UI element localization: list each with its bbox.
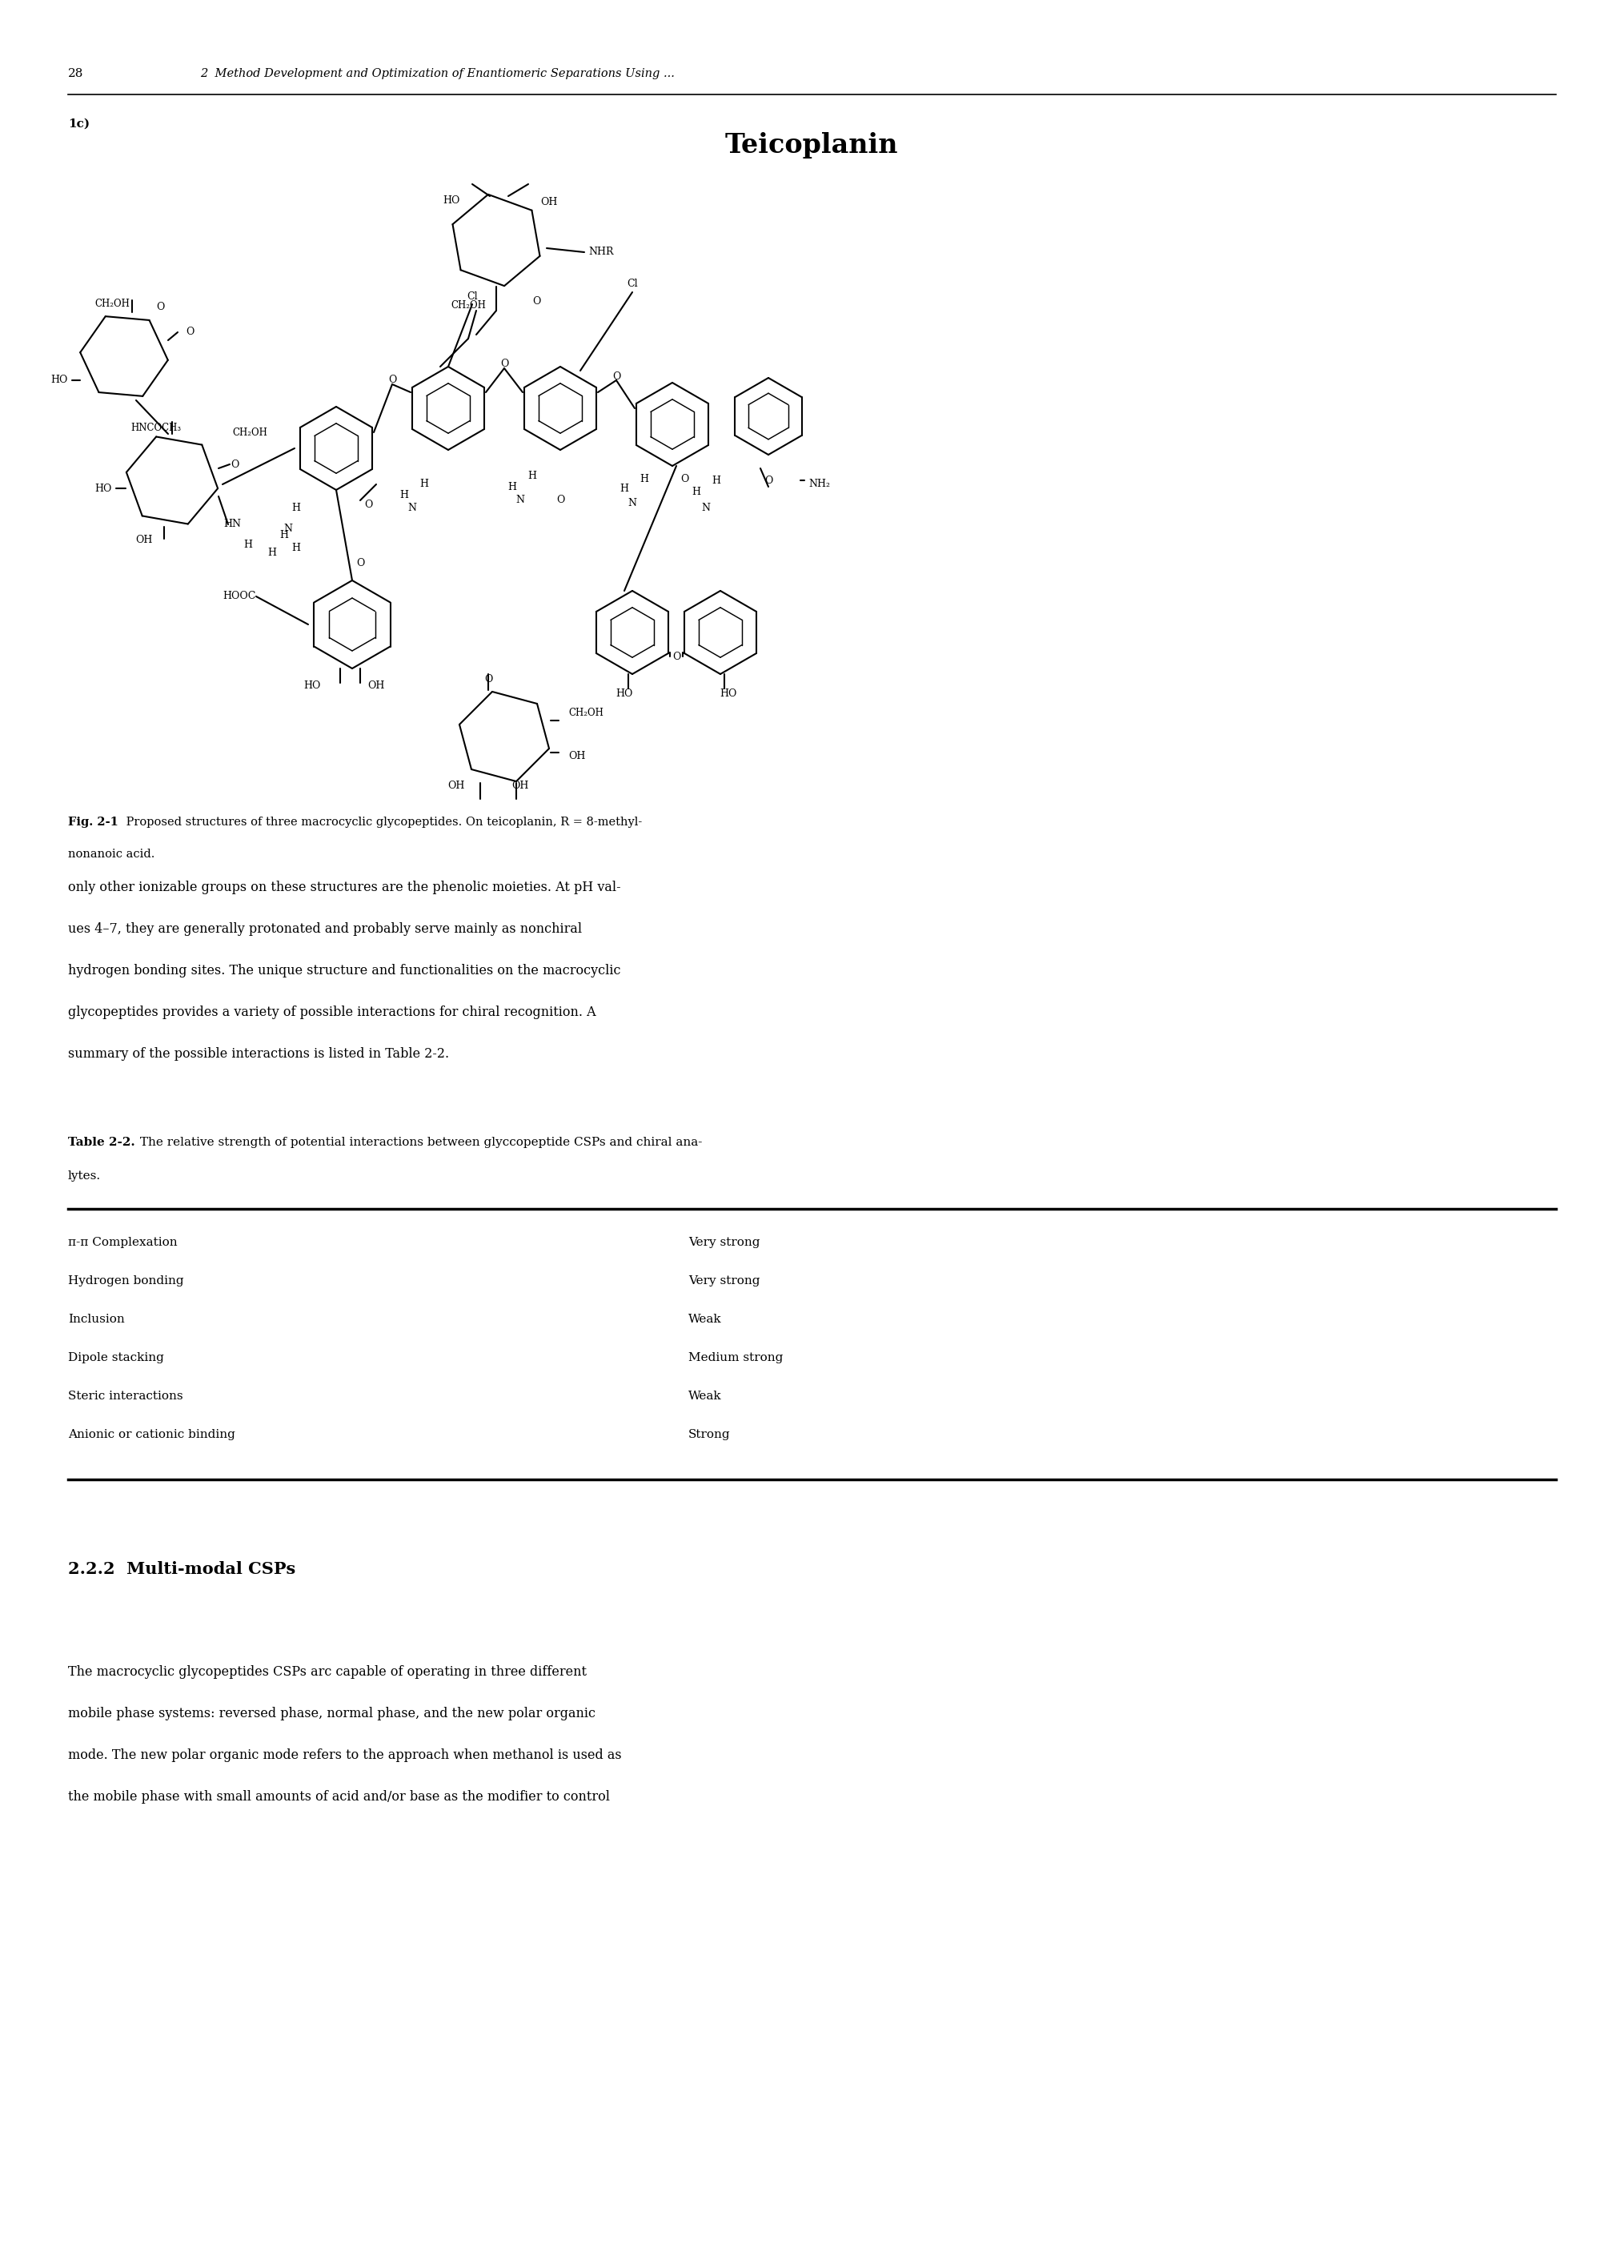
Text: H: H (711, 474, 721, 485)
Text: Very strong: Very strong (689, 1236, 760, 1247)
Text: H: H (692, 488, 700, 497)
Text: OH: OH (541, 197, 557, 206)
Text: Hydrogen bonding: Hydrogen bonding (68, 1275, 184, 1286)
Text: N: N (628, 497, 637, 508)
Text: Proposed structures of three macrocyclic glycopeptides. On teicoplanin, R = 8-me: Proposed structures of three macrocyclic… (122, 816, 641, 828)
Text: The macrocyclic glycopeptides CSPs arc capable of operating in three different: The macrocyclic glycopeptides CSPs arc c… (68, 1665, 586, 1678)
Text: OH: OH (135, 535, 153, 544)
Text: N: N (516, 494, 525, 506)
Text: H: H (400, 490, 409, 499)
Text: π-π Complexation: π-π Complexation (68, 1236, 177, 1247)
Text: H: H (421, 479, 429, 490)
Text: lytes.: lytes. (68, 1170, 101, 1182)
Text: mode. The new polar organic mode refers to the approach when methanol is used as: mode. The new polar organic mode refers … (68, 1749, 622, 1762)
Text: HO: HO (615, 689, 633, 699)
Text: CH₂OH: CH₂OH (94, 299, 130, 308)
Text: Steric interactions: Steric interactions (68, 1390, 184, 1402)
Text: N: N (284, 524, 292, 533)
Text: Table 2-2.: Table 2-2. (68, 1136, 135, 1148)
Text: summary of the possible interactions is listed in Table 2-2.: summary of the possible interactions is … (68, 1048, 450, 1061)
Text: NH₂: NH₂ (809, 479, 830, 490)
Text: hydrogen bonding sites. The unique structure and functionalities on the macrocyc: hydrogen bonding sites. The unique struc… (68, 964, 620, 978)
Text: Teicoplanin: Teicoplanin (724, 132, 898, 159)
Text: Strong: Strong (689, 1429, 731, 1440)
Text: Dipole stacking: Dipole stacking (68, 1352, 164, 1363)
Text: Fig. 2-1: Fig. 2-1 (68, 816, 119, 828)
Text: H: H (279, 528, 289, 540)
Text: H: H (292, 503, 300, 513)
Text: H: H (528, 472, 536, 481)
Text: Medium strong: Medium strong (689, 1352, 783, 1363)
Text: O: O (185, 327, 193, 338)
Text: O: O (364, 499, 372, 510)
Text: CH₂OH: CH₂OH (451, 299, 486, 311)
Text: OH: OH (448, 780, 464, 792)
Text: glycopeptides provides a variety of possible interactions for chiral recognition: glycopeptides provides a variety of poss… (68, 1005, 596, 1018)
Text: Cl: Cl (466, 290, 477, 302)
Text: O: O (500, 358, 508, 370)
Text: O: O (672, 651, 680, 662)
Text: Weak: Weak (689, 1390, 721, 1402)
Text: Inclusion: Inclusion (68, 1313, 125, 1325)
Text: N: N (408, 503, 417, 513)
Text: CH₂OH: CH₂OH (232, 426, 268, 438)
Text: O: O (612, 372, 620, 381)
Text: HO: HO (50, 374, 68, 386)
Text: only other ionizable groups on these structures are the phenolic moieties. At pH: only other ionizable groups on these str… (68, 880, 620, 894)
Text: O: O (356, 558, 364, 569)
Text: H: H (268, 547, 276, 558)
Text: Cl: Cl (627, 279, 638, 290)
Text: Weak: Weak (689, 1313, 721, 1325)
Text: CH₂OH: CH₂OH (568, 708, 604, 717)
Text: HOOC: HOOC (222, 592, 255, 601)
Text: HO: HO (719, 689, 737, 699)
Text: nonanoic acid.: nonanoic acid. (68, 848, 154, 860)
Text: NHR: NHR (588, 247, 614, 256)
Text: HO: HO (443, 195, 460, 206)
Text: 2  Method Development and Optimization of Enantiomeric Separations Using ...: 2 Method Development and Optimization of… (200, 68, 674, 79)
Text: Anionic or cationic binding: Anionic or cationic binding (68, 1429, 235, 1440)
Text: 1c): 1c) (68, 118, 89, 129)
Text: The relative strength of potential interactions between glyccopeptide CSPs and c: The relative strength of potential inter… (136, 1136, 702, 1148)
Text: 2.2.2  Multi-modal CSPs: 2.2.2 Multi-modal CSPs (68, 1560, 296, 1576)
Text: H: H (640, 474, 648, 483)
Text: N: N (702, 503, 710, 513)
Text: O: O (533, 297, 541, 306)
Text: OH: OH (568, 751, 585, 762)
Text: O: O (680, 474, 689, 483)
Text: HN: HN (224, 519, 240, 528)
Text: H: H (508, 481, 516, 492)
Text: H: H (244, 540, 252, 549)
Text: Very strong: Very strong (689, 1275, 760, 1286)
Text: O: O (555, 494, 565, 506)
Text: O: O (156, 302, 164, 313)
Text: H: H (620, 483, 628, 494)
Text: O: O (765, 474, 773, 485)
Text: O: O (484, 674, 492, 685)
Text: the mobile phase with small amounts of acid and/or base as the modifier to contr: the mobile phase with small amounts of a… (68, 1789, 611, 1803)
Text: HO: HO (304, 680, 320, 692)
Text: H: H (292, 542, 300, 553)
Text: HO: HO (94, 483, 112, 494)
Text: 28: 28 (68, 68, 83, 79)
Text: OH: OH (512, 780, 529, 792)
Text: O: O (388, 374, 396, 386)
Text: ues 4–7, they are generally protonated and probably serve mainly as nonchiral: ues 4–7, they are generally protonated a… (68, 923, 581, 937)
Text: OH: OH (367, 680, 385, 692)
Text: O: O (231, 458, 239, 469)
Text: mobile phase systems: reversed phase, normal phase, and the new polar organic: mobile phase systems: reversed phase, no… (68, 1708, 596, 1721)
Text: HNCOCH₃: HNCOCH₃ (132, 422, 182, 433)
